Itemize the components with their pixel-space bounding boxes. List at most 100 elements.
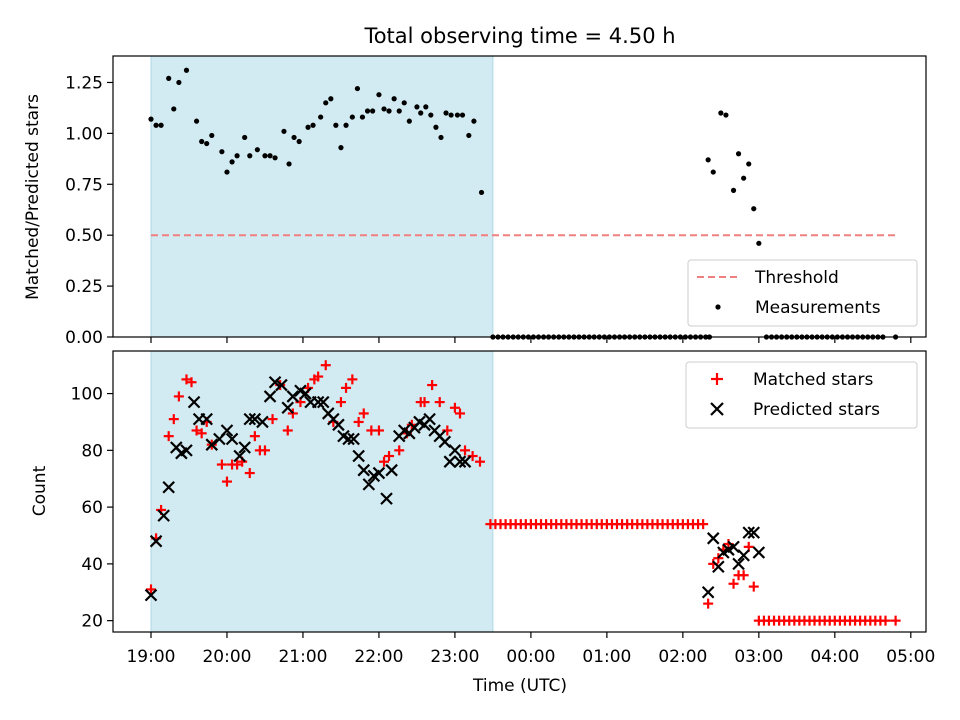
measurement-point — [224, 169, 230, 175]
measurement-point — [478, 189, 485, 196]
matched-star-point — [698, 519, 709, 530]
matched-star-point — [163, 431, 174, 442]
measurement-point — [364, 108, 371, 114]
legend-predicted-swatch — [710, 402, 724, 416]
legend-measurements-swatch — [715, 304, 721, 310]
matched-star-point — [282, 425, 293, 436]
predicted-star-point — [438, 435, 452, 449]
matched-star-point — [186, 377, 197, 388]
measurement-point — [751, 206, 757, 212]
x-tick-label: 05:00 — [886, 647, 935, 667]
matched-star-point — [259, 445, 270, 456]
matched-star-point — [232, 459, 243, 470]
bottom-x-axis-label: Time (UTC) — [472, 676, 567, 696]
top-chart-title: Total observing time = 4.50 h — [363, 24, 675, 48]
measurement-point — [401, 100, 407, 106]
x-tick-label: 23:00 — [430, 647, 479, 667]
measurement-point — [466, 132, 472, 139]
predicted-star-point — [448, 444, 462, 457]
matched-star-point — [434, 397, 445, 408]
matched-star-point — [880, 615, 891, 626]
predicted-star-point — [225, 432, 239, 446]
matched-star-point — [394, 445, 405, 456]
top-y-tick-label: 1.25 — [65, 73, 103, 93]
top-y-tick-label: 0.50 — [65, 226, 103, 246]
predicted-star-point — [149, 534, 163, 548]
measurement-point — [323, 100, 329, 106]
measurement-point — [735, 151, 742, 157]
predicted-star-point — [268, 375, 282, 389]
measurement-point — [171, 106, 177, 112]
predicted-star-point — [144, 588, 158, 602]
bottom-legend: Matched stars Predicted stars — [685, 361, 918, 429]
measurement-point — [359, 114, 366, 120]
predicted-star-point — [256, 415, 269, 429]
matched-star-point — [173, 391, 184, 402]
bottom-y-tick-label: 60 — [81, 498, 103, 518]
measurement-point — [199, 138, 205, 145]
measurement-point — [148, 116, 154, 122]
measurement-point — [158, 122, 164, 128]
predicted-star-point — [281, 401, 295, 415]
predicted-star-point — [248, 412, 262, 426]
matched-star-point — [449, 402, 460, 413]
measurement-point — [723, 112, 729, 118]
matched-star-point — [267, 414, 278, 425]
measurement-point — [291, 134, 297, 141]
predicted-star-point — [458, 455, 472, 468]
measurement-point — [433, 124, 439, 130]
top-plot-area — [148, 55, 899, 340]
matched-star-point — [703, 598, 714, 609]
predicted-star-point — [157, 509, 170, 522]
bottom-y-tick-label: 40 — [81, 555, 103, 575]
predicted-star-point — [443, 455, 457, 468]
predicted-star-point — [357, 463, 371, 477]
predicted-star-point — [299, 387, 312, 400]
matched-star-point — [384, 451, 395, 462]
matched-star-point — [216, 459, 227, 470]
predicted-star-point — [380, 492, 393, 505]
bottom-legend-box — [685, 361, 918, 429]
predicted-star-point — [180, 444, 193, 457]
bottom-x-ticks: 19:00 20:00 21:00 22:00 23:00 00:00 01:00 02:00… — [126, 632, 935, 667]
matched-star-point — [358, 408, 369, 419]
predicted-star-point — [316, 395, 330, 409]
x-tick-label: 03:00 — [734, 647, 783, 667]
measurement-point — [423, 104, 429, 110]
measurement-point — [354, 85, 361, 92]
predicted-star-point — [372, 466, 386, 480]
measurement-point — [443, 110, 449, 116]
top-y-tick-label: 0.25 — [65, 277, 103, 297]
predicted-star-point — [286, 390, 300, 403]
measurement-point — [234, 153, 240, 159]
predicted-star-point — [275, 378, 288, 392]
top-axes-frame — [112, 55, 927, 338]
bottom-plot-area — [144, 350, 901, 633]
measurement-point — [328, 96, 334, 102]
predicted-star-point — [263, 390, 277, 403]
legend-measurements-label: Measurements — [755, 298, 881, 318]
matched-star-point — [748, 581, 759, 592]
top-y-tick-label: 0.00 — [65, 328, 103, 348]
top-legend: Threshold Measurements — [687, 259, 918, 327]
predicted-star-point — [332, 418, 345, 432]
matched-star-point — [221, 476, 232, 487]
bottom-shaded-region — [150, 350, 494, 633]
measurement-point — [710, 169, 716, 175]
matched-star-point — [353, 416, 364, 427]
measurement-point — [262, 153, 268, 159]
matched-star-point — [373, 425, 384, 436]
measurement-point — [176, 79, 182, 86]
measurement-point — [209, 132, 215, 139]
matched-star-point — [196, 428, 207, 439]
predicted-star-point — [200, 412, 213, 426]
predicted-star-point — [737, 549, 750, 562]
measurement-point — [229, 159, 235, 165]
measurement-point — [343, 122, 349, 128]
predicted-star-point — [243, 412, 257, 426]
predicted-star-point — [352, 449, 365, 463]
legend-matched-label: Matched stars — [753, 370, 873, 390]
matched-star-point — [320, 360, 331, 371]
matched-star-point — [335, 397, 346, 408]
